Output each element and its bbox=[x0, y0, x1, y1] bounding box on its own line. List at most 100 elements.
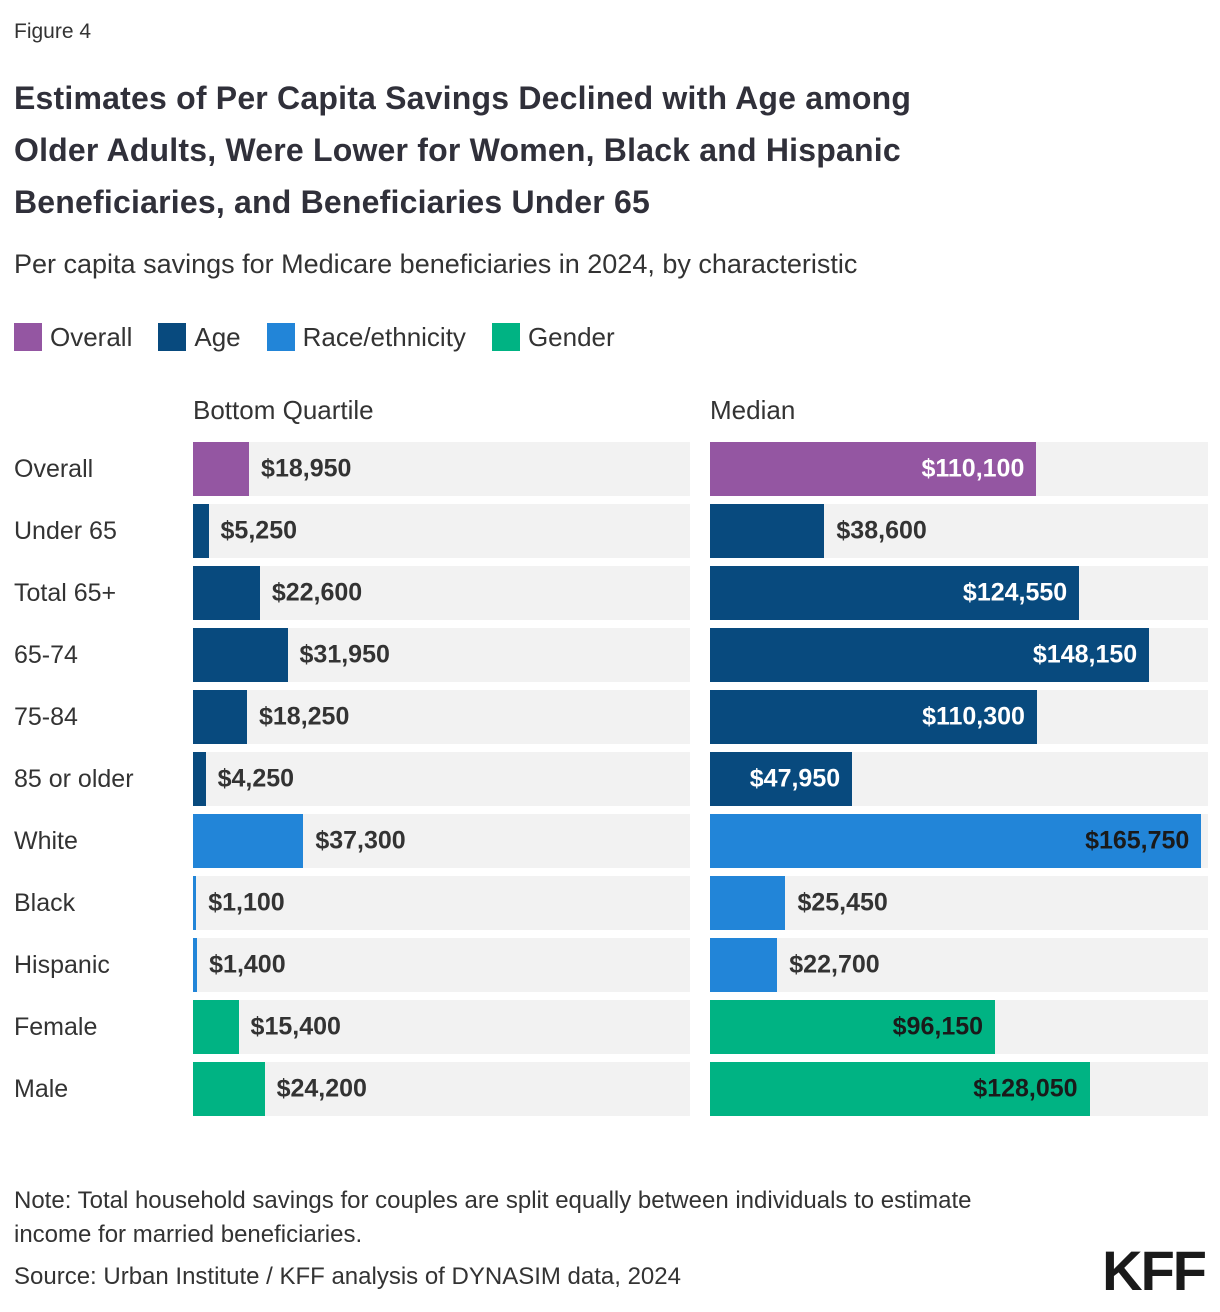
median-bar bbox=[710, 1062, 1090, 1116]
median-value: $25,450 bbox=[797, 888, 888, 917]
bottom-quartile-bar bbox=[193, 1000, 239, 1054]
table-row: Female $15,400 $96,150 bbox=[14, 1000, 1208, 1054]
bottom-quartile-track: $18,950 bbox=[193, 442, 690, 496]
kff-logo: KFF bbox=[1102, 1239, 1207, 1302]
median-value: $128,050 bbox=[973, 1074, 1078, 1103]
median-track: $124,550 bbox=[710, 566, 1208, 620]
median-track: $38,600 bbox=[710, 504, 1208, 558]
bottom-quartile-bar bbox=[193, 1062, 265, 1116]
median-value: $110,300 bbox=[922, 702, 1025, 731]
median-value: $124,550 bbox=[962, 578, 1068, 607]
bottom-quartile-value: $22,600 bbox=[271, 578, 363, 607]
row-label: Hispanic bbox=[14, 951, 110, 979]
note-text: Note: Total household savings for couple… bbox=[14, 1184, 1104, 1252]
legend-swatch-icon bbox=[158, 323, 187, 351]
row-label: Male bbox=[14, 1075, 69, 1103]
median-bar bbox=[710, 1000, 996, 1054]
bottom-quartile-value: $15,400 bbox=[250, 1012, 341, 1041]
table-row: Male $24,200 $128,050 bbox=[14, 1062, 1208, 1116]
median-bar bbox=[710, 628, 1150, 682]
median-value: $22,700 bbox=[789, 950, 880, 979]
median-value: $110,100 bbox=[921, 454, 1025, 483]
row-label: White bbox=[14, 827, 78, 855]
median-bar bbox=[710, 752, 853, 806]
legend-item: Gender bbox=[491, 321, 615, 353]
bottom-quartile-bar bbox=[193, 504, 209, 558]
median-track: $110,300 bbox=[710, 690, 1208, 744]
median-bar bbox=[710, 566, 1080, 620]
row-label: Under 65 bbox=[14, 517, 117, 545]
bottom-quartile-track: $15,400 bbox=[193, 1000, 690, 1054]
bottom-quartile-value: $24,200 bbox=[276, 1074, 367, 1103]
source-text: Source: Urban Institute / KFF analysis o… bbox=[14, 1263, 681, 1290]
median-value: $96,150 bbox=[892, 1012, 984, 1041]
median-value: $148,150 bbox=[1032, 640, 1138, 669]
median-value: $47,950 bbox=[749, 764, 841, 793]
bottom-quartile-track: $22,600 bbox=[193, 566, 690, 620]
median-bar bbox=[710, 504, 825, 558]
chart-subtitle: Per capita savings for Medicare benefici… bbox=[14, 249, 858, 279]
column-header-bottom-quartile: Bottom Quartile bbox=[193, 395, 374, 425]
median-track: $25,450 bbox=[710, 876, 1208, 930]
figure-label: Figure 4 bbox=[14, 20, 92, 43]
table-row: White $37,300 $165,750 bbox=[14, 814, 1208, 868]
row-label: Black bbox=[14, 889, 76, 917]
median-track: $22,700 bbox=[710, 938, 1208, 992]
bottom-quartile-track: $24,200 bbox=[193, 1062, 690, 1116]
table-row: Total 65+ $22,600 $124,550 bbox=[14, 566, 1208, 620]
bottom-quartile-value: $1,100 bbox=[208, 888, 285, 917]
bottom-quartile-value: $31,950 bbox=[299, 640, 390, 669]
bottom-quartile-bar bbox=[193, 814, 304, 868]
row-label: 65-74 bbox=[14, 641, 78, 669]
column-headers: Bottom Quartile Median bbox=[14, 392, 1206, 428]
table-row: Black $1,100 $25,450 bbox=[14, 876, 1208, 930]
bottom-quartile-value: $18,250 bbox=[258, 702, 350, 731]
legend-item-label: Age bbox=[194, 321, 241, 352]
legend-item: Race/ethnicity bbox=[266, 322, 466, 353]
legend-swatch-icon bbox=[14, 323, 42, 351]
legend-item-label: Overall bbox=[50, 321, 133, 352]
median-track: $110,100 bbox=[710, 442, 1208, 496]
table-row: 75-84 $18,250 $110,300 bbox=[14, 690, 1208, 744]
table-row: 85 or older $4,250 $47,950 bbox=[14, 752, 1208, 806]
median-value: $38,600 bbox=[836, 516, 927, 545]
bottom-quartile-track: $37,300 bbox=[193, 814, 690, 868]
bottom-quartile-value: $37,300 bbox=[315, 826, 406, 855]
bottom-quartile-track: $4,250 bbox=[193, 752, 690, 806]
chart-legend: Overall Age Race/ethnicity Gender bbox=[14, 320, 1206, 354]
row-label: Female bbox=[14, 1013, 98, 1041]
median-bar bbox=[710, 690, 1037, 744]
median-track: $47,950 bbox=[710, 752, 1208, 806]
median-track: $165,750 bbox=[710, 814, 1208, 868]
row-label: Overall bbox=[14, 455, 94, 483]
bottom-quartile-track: $18,250 bbox=[193, 690, 690, 744]
median-bar bbox=[710, 876, 786, 930]
bottom-quartile-track: $5,250 bbox=[193, 504, 690, 558]
bottom-quartile-track: $31,950 bbox=[193, 628, 690, 682]
bottom-quartile-track: $1,400 bbox=[193, 938, 690, 992]
legend-item-label: Gender bbox=[527, 321, 615, 352]
bottom-quartile-bar bbox=[193, 752, 206, 806]
bottom-quartile-value: $4,250 bbox=[217, 764, 295, 793]
median-bar bbox=[710, 938, 778, 992]
bottom-quartile-bar bbox=[193, 628, 288, 682]
note-line-1: Note: Total household savings for couple… bbox=[14, 1187, 972, 1214]
bottom-quartile-bar bbox=[193, 690, 247, 744]
row-label: 75-84 bbox=[14, 703, 78, 731]
legend-item: Overall bbox=[14, 322, 132, 353]
row-label: 85 or older bbox=[14, 765, 134, 793]
bottom-quartile-bar bbox=[193, 566, 260, 620]
table-row: 65-74 $31,950 $148,150 bbox=[14, 628, 1208, 682]
title-line-2: Older Adults, Were Lower for Women, Blac… bbox=[14, 132, 901, 168]
table-row: Under 65 $5,250 $38,600 bbox=[14, 504, 1208, 558]
median-value: $165,750 bbox=[1085, 826, 1190, 855]
median-track: $96,150 bbox=[710, 1000, 1208, 1054]
table-row: Overall $18,950 $110,100 bbox=[14, 442, 1208, 496]
legend-swatch-icon bbox=[266, 323, 295, 351]
median-bar bbox=[710, 814, 1202, 868]
row-label: Total 65+ bbox=[14, 579, 117, 607]
note-line-2: income for married beneficiaries. bbox=[14, 1221, 363, 1248]
bottom-quartile-track: $1,100 bbox=[193, 876, 690, 930]
legend-item: Age bbox=[158, 321, 241, 353]
